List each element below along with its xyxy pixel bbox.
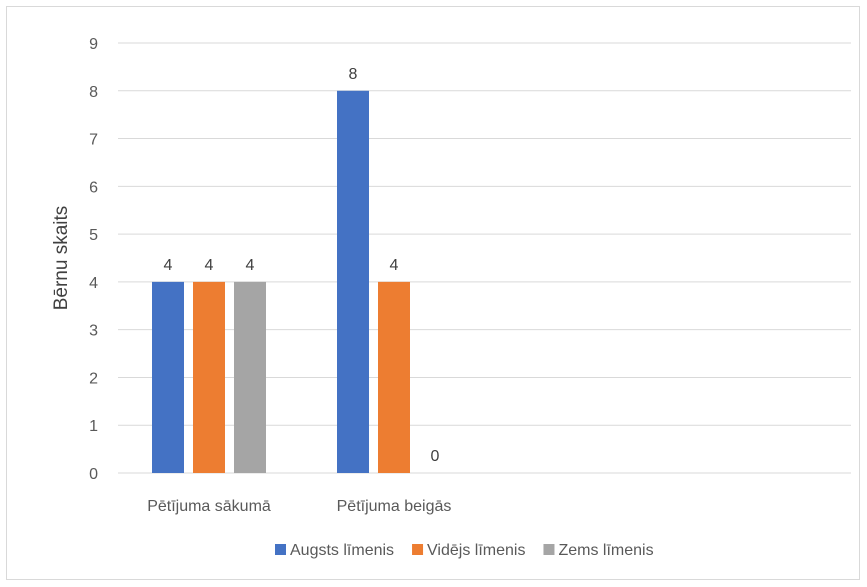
data-label: 4 [390, 257, 399, 274]
legend: Augsts līmenis Vidējs līmenis Zems līmenis [275, 542, 654, 559]
legend-label: Augsts līmenis [290, 542, 394, 559]
gridlines [118, 42, 851, 474]
y-tick-label: 4 [89, 275, 98, 292]
legend-swatch [412, 544, 424, 555]
legend-label: Vidējs līmenis [427, 542, 525, 559]
y-tick-label: 1 [89, 418, 98, 435]
legend-swatch [543, 544, 555, 555]
y-tick-label: 8 [89, 84, 98, 101]
y-tick-label: 3 [89, 323, 98, 340]
y-tick-label: 0 [89, 466, 98, 483]
y-tick-label: 6 [89, 179, 98, 196]
bar [193, 281, 225, 473]
x-axis-categories: Pētījuma sākumā Pētījuma beigās [147, 498, 451, 515]
legend-label: Zems līmenis [558, 542, 653, 559]
data-label: 4 [205, 257, 214, 274]
data-label: 8 [349, 66, 358, 83]
chart-frame [6, 6, 860, 580]
data-labels: 4 4 4 8 4 0 [164, 66, 440, 465]
data-label: 4 [246, 257, 255, 274]
bars [152, 90, 410, 474]
x-category-label: Pētījuma beigās [337, 498, 452, 515]
y-tick-label: 5 [89, 227, 98, 244]
bar [152, 281, 184, 473]
y-tick-label: 9 [89, 36, 98, 53]
y-tick-label: 7 [89, 132, 98, 149]
x-category-label: Pētījuma sākumā [147, 498, 271, 515]
bar [234, 281, 266, 473]
y-axis-ticks: 0 1 2 3 4 5 6 7 8 9 [89, 36, 98, 483]
legend-swatch [275, 544, 286, 555]
data-label: 0 [431, 448, 440, 465]
data-label: 4 [164, 257, 173, 274]
y-axis-label: Bērnu skaits [51, 206, 72, 311]
y-tick-label: 2 [89, 370, 98, 387]
bar [378, 281, 410, 473]
bar [337, 90, 369, 474]
